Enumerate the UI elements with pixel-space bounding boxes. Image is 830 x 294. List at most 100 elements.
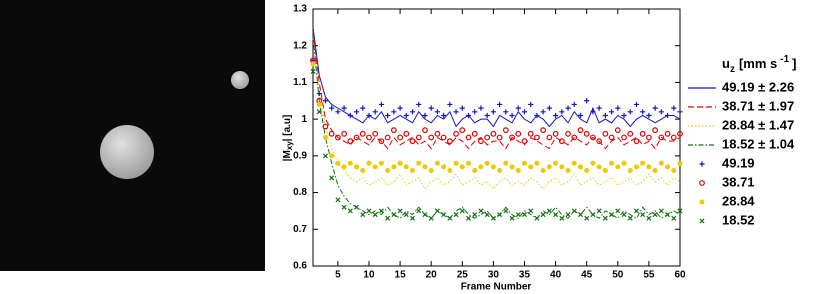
marker-plus: [447, 101, 453, 108]
marker-dot: [577, 164, 583, 170]
marker-cross: [534, 215, 540, 221]
marker-circle: [397, 134, 403, 141]
marker-circle: [527, 130, 534, 137]
legend-label: 28.84: [722, 193, 755, 208]
marker-plus: [571, 101, 577, 108]
marker-circle: [521, 138, 528, 145]
marker-circle: [633, 138, 640, 145]
marker-plus: [546, 105, 552, 111]
marker-cross: [478, 208, 484, 214]
marker-dot: [627, 168, 633, 174]
x-tick-label: 50: [612, 270, 624, 281]
plot-frame: [312, 8, 681, 267]
y-tick-label: 0.7: [293, 224, 307, 235]
marker-plus: [335, 109, 341, 115]
x-tick-label: 5: [335, 270, 341, 281]
marker-plus: [472, 109, 478, 115]
marker-plus: [329, 105, 335, 111]
marker-circle: [496, 134, 503, 141]
marker-cross: [596, 208, 602, 214]
marker-dot: [397, 160, 403, 166]
marker-dot: [633, 164, 639, 170]
marker-circle: [484, 134, 491, 141]
marker-plus: [699, 161, 705, 167]
series-line: [312, 34, 681, 219]
marker-circle: [446, 138, 453, 145]
marker-circle: [583, 130, 590, 137]
series-line: [312, 27, 681, 128]
marker-circle: [403, 130, 410, 137]
marker-dot: [335, 160, 341, 166]
marker-dot: [478, 164, 484, 170]
marker-cross: [627, 215, 633, 221]
y-tick-label: 1.1: [293, 77, 307, 88]
marker-plus: [478, 105, 484, 111]
phantom-small: [231, 71, 249, 89]
marker-cross: [453, 212, 459, 218]
marker-dot: [640, 160, 646, 166]
legend-label: 18.52 ± 1.04: [722, 136, 795, 151]
marker-plus: [559, 109, 565, 115]
marker-circle: [627, 130, 634, 137]
marker-plus: [360, 105, 366, 111]
x-tick-label: 60: [674, 270, 686, 281]
marker-dot: [571, 160, 577, 166]
marker-circle: [390, 127, 397, 134]
marker-circle: [699, 180, 705, 186]
marker-circle: [366, 134, 372, 141]
legend-label: 49.19: [722, 155, 755, 170]
marker-dot: [441, 164, 447, 170]
marker-cross: [640, 212, 646, 218]
marker-dot: [677, 160, 683, 166]
marker-cross: [385, 215, 391, 221]
marker-circle: [372, 130, 379, 137]
marker-circle: [440, 134, 447, 141]
legend-label: 38.71: [722, 174, 755, 189]
marker-dot: [521, 160, 527, 166]
marker-circle: [453, 130, 459, 137]
marker-circle: [614, 127, 621, 134]
marker-circle: [322, 123, 329, 130]
marker-cross: [459, 208, 465, 214]
marker-dot: [410, 168, 416, 174]
marker-cross: [441, 212, 447, 218]
marker-cross: [658, 208, 664, 214]
marker-dot: [310, 61, 316, 67]
marker-dot: [534, 160, 540, 166]
y-axis-label: |Mxy| [a.u]: [282, 115, 294, 162]
marker-dot: [528, 164, 534, 170]
marker-circle: [353, 134, 360, 141]
legend-label: 49.19 ± 2.26: [722, 79, 794, 94]
marker-circle: [459, 127, 466, 134]
marker-cross: [515, 212, 521, 218]
marker-circle: [422, 127, 428, 134]
marker-circle: [608, 134, 615, 141]
marker-plus: [633, 101, 640, 108]
marker-plus: [577, 112, 584, 119]
marker-plus: [428, 105, 434, 111]
y-label-main: |M: [282, 150, 293, 161]
marker-plus: [584, 98, 590, 104]
marker-plus: [403, 112, 409, 119]
marker-cross: [677, 208, 683, 214]
legend-label: 38.71 ± 1.97: [722, 98, 794, 113]
marker-dot: [699, 199, 705, 205]
x-tick-label: 10: [363, 270, 375, 281]
marker-plus: [453, 109, 459, 115]
marker-circle: [515, 130, 522, 137]
marker-circle: [465, 134, 472, 141]
marker-circle: [334, 134, 341, 141]
marker-dot: [466, 160, 472, 166]
marker-dot: [559, 164, 565, 170]
marker-dot: [540, 168, 546, 174]
marker-circle: [645, 134, 652, 141]
marker-plus: [515, 105, 521, 111]
marker-circle: [434, 130, 441, 137]
marker-dot: [447, 168, 453, 174]
marker-plus: [534, 112, 540, 119]
marker-plus: [615, 105, 621, 111]
marker-plus: [509, 112, 515, 119]
marker-plus: [409, 109, 416, 115]
marker-plus: [497, 101, 503, 108]
legend-title: uz [mm s -1]: [722, 54, 797, 75]
